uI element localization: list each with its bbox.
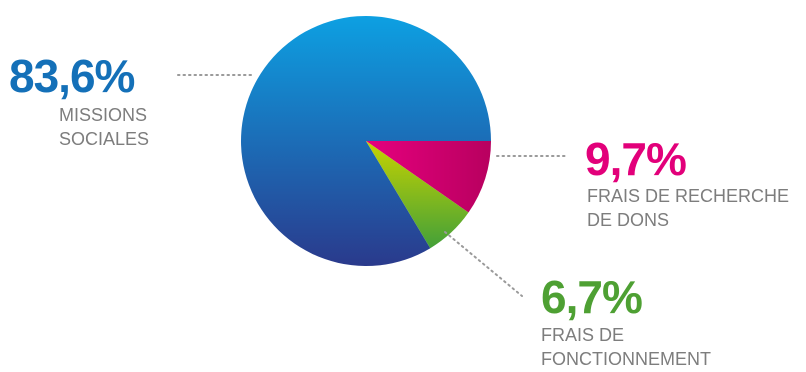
pie-slices <box>241 15 491 267</box>
leader-line-fonctionnement <box>444 231 523 297</box>
fonctionnement-label-line-1: FRAIS DE <box>541 325 625 345</box>
recherche-dons-percentage: 9,7% <box>585 133 687 185</box>
missions-sociales-label-line-1: MISSIONS <box>59 105 148 125</box>
recherche-dons-label-line-1: FRAIS DE RECHERCHE <box>587 186 790 206</box>
fonctionnement-label: FRAIS DE FONCTIONNEMENT <box>541 323 711 371</box>
pie-slice-fonctionnement <box>366 141 469 249</box>
fonctionnement-percentage: 6,7% <box>541 271 643 323</box>
recherche-dons-label: FRAIS DE RECHERCHE DE DONS <box>587 184 789 232</box>
recherche-dons-label-line-2: DE DONS <box>587 210 670 230</box>
leader-lines <box>177 74 566 297</box>
pie-slice-recherche-dons <box>366 141 491 213</box>
missions-sociales-label: MISSIONS SOCIALES <box>59 103 149 151</box>
missions-sociales-label-line-2: SOCIALES <box>59 129 150 149</box>
missions-sociales-percentage: 83,6% <box>9 50 135 102</box>
fonctionnement-label-line-2: FONCTIONNEMENT <box>541 349 711 369</box>
